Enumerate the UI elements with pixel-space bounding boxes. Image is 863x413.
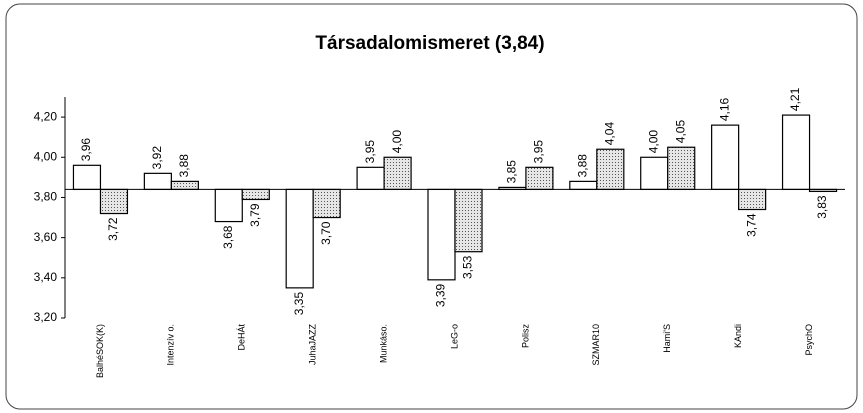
bar <box>596 148 625 191</box>
y-tick-label: 4,00 <box>34 149 58 163</box>
value-label: 3,88 <box>575 154 589 178</box>
y-tick-label: 3,20 <box>34 310 58 324</box>
x-tick-label: LeG-o <box>449 324 459 349</box>
bar <box>525 166 554 191</box>
bar <box>383 156 412 191</box>
x-tick-label: Intenzív o. <box>166 324 176 366</box>
bar <box>569 180 598 191</box>
y-tick-label: 3,60 <box>34 230 58 244</box>
value-label: 3,95 <box>363 140 377 164</box>
bar <box>356 166 385 191</box>
value-label: 3,35 <box>292 292 306 316</box>
value-label: 3,79 <box>248 203 262 227</box>
bar <box>170 180 199 191</box>
value-label: 4,04 <box>602 122 616 146</box>
value-label: 3,68 <box>221 225 235 249</box>
value-label: 3,74 <box>744 213 758 237</box>
bar <box>241 188 270 201</box>
value-label: 3,85 <box>505 160 519 184</box>
bar <box>781 114 811 191</box>
value-label: 3,53 <box>461 255 475 279</box>
x-tick-label: DeHÁt <box>237 324 247 351</box>
value-label: 3,39 <box>434 284 448 308</box>
bar <box>454 188 483 253</box>
x-tick-label: SZMAR10 <box>591 324 601 366</box>
value-label: 4,00 <box>390 130 404 154</box>
value-label: 3,72 <box>106 217 120 241</box>
x-tick-label: BalhéSOK(K) <box>95 324 105 378</box>
value-label: 4,00 <box>646 130 660 154</box>
bar <box>143 172 172 191</box>
x-tick-label: Polisz <box>520 324 530 349</box>
value-label: 3,70 <box>319 221 333 245</box>
bar <box>640 156 669 191</box>
bar <box>738 188 767 211</box>
x-tick-label: PsychO <box>804 324 814 356</box>
value-label: 3,83 <box>815 195 829 219</box>
value-label: 3,96 <box>79 138 93 162</box>
value-label: 3,88 <box>177 154 191 178</box>
value-label: 3,95 <box>532 140 546 164</box>
x-tick-label: Hami'S <box>662 324 672 353</box>
x-tick-label: JuhaJAZZ <box>308 323 318 365</box>
value-label: 3,92 <box>150 146 164 170</box>
bar <box>312 188 341 219</box>
y-tick-label: 3,80 <box>34 190 58 204</box>
y-tick-label: 4,20 <box>34 109 58 123</box>
chart-title: Társadalomismeret (3,84) <box>315 33 544 54</box>
bar <box>285 188 314 289</box>
bar <box>667 146 696 191</box>
bar <box>711 124 740 191</box>
bar <box>214 188 243 223</box>
value-label: 4,05 <box>673 120 687 144</box>
value-label: 4,21 <box>788 87 802 111</box>
bar <box>427 188 456 281</box>
x-tick-label: Munkáso. <box>378 324 388 363</box>
x-tick-label: KAndi <box>733 324 743 348</box>
y-tick-label: 3,40 <box>34 270 58 284</box>
value-label: 4,16 <box>717 97 731 121</box>
bar <box>99 188 129 215</box>
bar <box>72 164 102 191</box>
